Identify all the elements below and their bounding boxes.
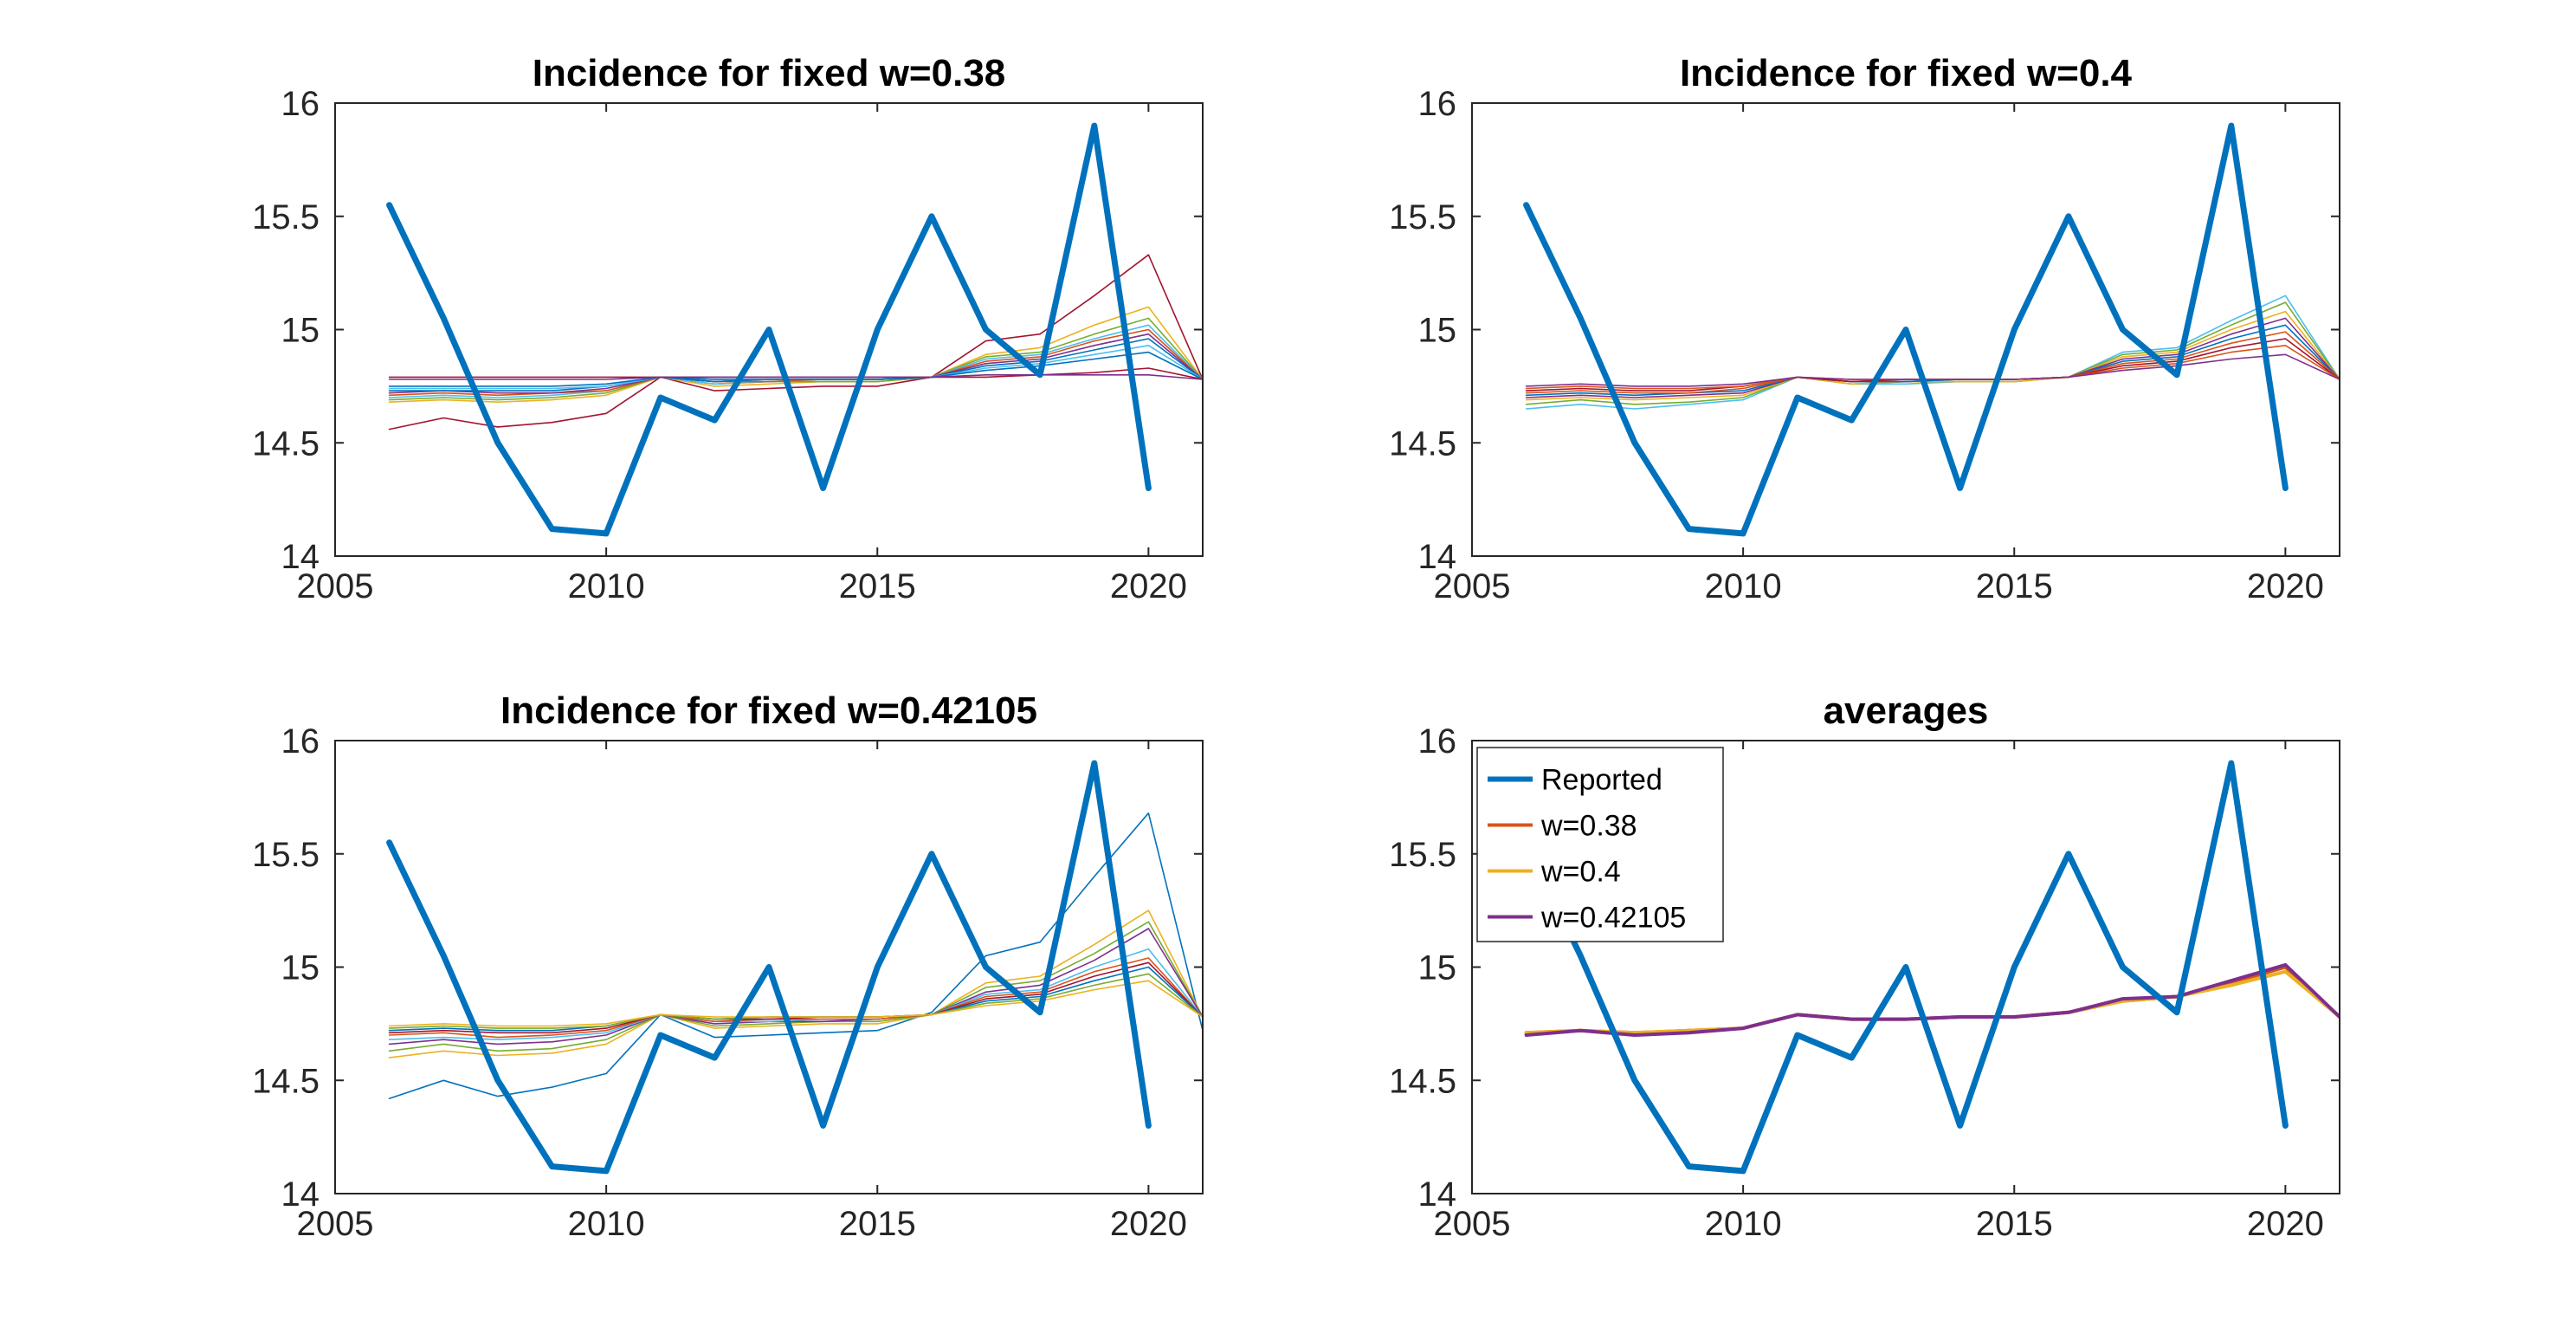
ensemble-line-1 bbox=[388, 254, 1203, 430]
data-lines bbox=[386, 760, 1203, 1175]
y-tick-label: 14 bbox=[1418, 538, 1457, 576]
reported-line bbox=[386, 760, 1152, 1175]
y-tick-label: 15.5 bbox=[1389, 836, 1456, 874]
x-tick-label: 2015 bbox=[839, 567, 916, 605]
ensemble-line-9 bbox=[388, 351, 1203, 387]
y-tick-label: 15 bbox=[1418, 312, 1457, 350]
x-tick-label: 2005 bbox=[1434, 1205, 1511, 1243]
x-tick-label: 2015 bbox=[839, 1205, 916, 1243]
y-tick-label: 16 bbox=[1418, 85, 1457, 123]
ensemble-line-11 bbox=[388, 373, 1203, 380]
y-tick-label: 14 bbox=[281, 1175, 320, 1214]
ensemble-line-3 bbox=[1525, 310, 2340, 401]
series-line-w-0-42105 bbox=[1524, 962, 2340, 1037]
data-lines bbox=[1523, 760, 2340, 1175]
panel-title: Incidence for fixed w=0.38 bbox=[533, 52, 1006, 94]
ensemble-line-2 bbox=[388, 910, 1203, 1058]
ensemble-line-10 bbox=[388, 980, 1203, 1027]
x-tick-label: 2010 bbox=[1705, 567, 1782, 605]
panel-title: averages bbox=[1824, 689, 1989, 732]
legend-label: w=0.4 bbox=[1540, 856, 1621, 889]
y-tick-label: 15 bbox=[281, 949, 320, 987]
x-tick-label: 2020 bbox=[1110, 1205, 1187, 1243]
reported-line bbox=[1523, 760, 2289, 1175]
reported-line bbox=[1523, 122, 2289, 537]
y-tick-label: 14.5 bbox=[1389, 1062, 1456, 1100]
ensemble-line-6 bbox=[388, 957, 1203, 1039]
y-tick-label: 15.5 bbox=[1389, 198, 1456, 236]
y-tick-label: 14.5 bbox=[1389, 424, 1456, 463]
y-tick-label: 16 bbox=[1418, 722, 1457, 761]
y-tick-label: 14.5 bbox=[252, 1062, 320, 1100]
panel-title: Incidence for fixed w=0.42105 bbox=[500, 689, 1037, 732]
panel-w04: 2005 2010 2015 2020 14 14.5 15 15.5 16 Incidence … bbox=[1389, 52, 2340, 605]
panel-averages: 2005 2010 2015 2020 14 14.5 15 15.5 16 averages Re… bbox=[1389, 689, 2340, 1243]
legend-label: Reported bbox=[1541, 764, 1662, 797]
ensemble-line-1 bbox=[1525, 295, 2340, 410]
x-tick-label: 2010 bbox=[568, 1205, 645, 1243]
ensemble-line-3 bbox=[388, 921, 1203, 1052]
x-tick-label: 2020 bbox=[2247, 567, 2324, 605]
ensemble-line-5 bbox=[388, 948, 1203, 1040]
y-tick-label: 15.5 bbox=[252, 198, 320, 236]
y-tick-label: 16 bbox=[281, 85, 320, 123]
x-tick-label: 2020 bbox=[1110, 567, 1187, 605]
x-tick-label: 2005 bbox=[1434, 567, 1511, 605]
ensemble-line-5 bbox=[1525, 324, 2340, 397]
legend: Reported w=0.38 w=0.4 w=0.42105 bbox=[1476, 747, 1724, 942]
ensemble-line-9 bbox=[1525, 353, 2340, 387]
y-tick-label: 15 bbox=[1418, 949, 1457, 987]
y-tick-label: 14.5 bbox=[252, 424, 320, 463]
ensemble-line-5 bbox=[388, 328, 1203, 397]
panel-w042105: 2005 2010 2015 2020 14 14.5 15 15.5 16 Incidence … bbox=[252, 689, 1204, 1243]
x-tick-label: 2015 bbox=[1976, 1205, 2053, 1243]
ensemble-line-7 bbox=[388, 961, 1203, 1034]
x-tick-label: 2015 bbox=[1976, 567, 2053, 605]
x-tick-label: 2005 bbox=[297, 567, 374, 605]
data-lines bbox=[386, 122, 1203, 537]
ensemble-line-2 bbox=[388, 306, 1203, 404]
y-tick-label: 14 bbox=[281, 538, 320, 576]
y-tick-label: 15 bbox=[281, 312, 320, 350]
y-tick-label: 16 bbox=[281, 722, 320, 761]
x-tick-label: 2005 bbox=[297, 1205, 374, 1243]
panel-title: Incidence for fixed w=0.4 bbox=[1680, 52, 2133, 94]
reported-line bbox=[386, 122, 1152, 537]
ensemble-line-4 bbox=[388, 928, 1203, 1045]
data-lines bbox=[1523, 122, 2340, 537]
ensemble-line-1 bbox=[388, 812, 1203, 1099]
y-tick-label: 14 bbox=[1418, 1175, 1457, 1214]
y-tick-label: 15.5 bbox=[252, 836, 320, 874]
x-tick-label: 2010 bbox=[568, 567, 645, 605]
legend-label: w=0.38 bbox=[1540, 810, 1637, 843]
panel-w038: 2005 2010 2015 2020 14 14.5 15 15.5 16 Incidence … bbox=[252, 52, 1204, 605]
legend-label: w=0.42105 bbox=[1540, 902, 1686, 935]
x-tick-label: 2010 bbox=[1705, 1205, 1782, 1243]
x-tick-label: 2020 bbox=[2247, 1205, 2324, 1243]
ensemble-line-3 bbox=[388, 317, 1203, 401]
